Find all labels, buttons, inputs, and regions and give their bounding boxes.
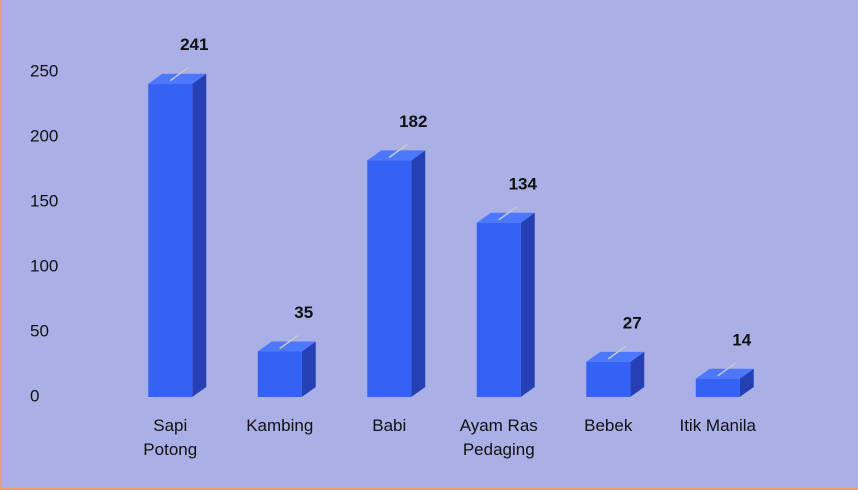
- bar-side: [301, 341, 316, 397]
- x-tick-label: Babi: [372, 416, 407, 435]
- bar-top: [586, 351, 645, 362]
- bar: [148, 73, 207, 397]
- bar-top: [367, 150, 426, 161]
- x-tick-label: Kambing: [246, 416, 314, 435]
- leader-line: [279, 334, 299, 350]
- x-tick-label: Sapi Potong: [143, 416, 198, 459]
- bar: [695, 368, 754, 397]
- bar-top: [476, 212, 535, 223]
- y-tick-label: 250: [30, 61, 58, 80]
- y-tick-label: 100: [30, 256, 58, 275]
- bar-side: [520, 212, 535, 397]
- bar-front: [586, 361, 631, 397]
- bar: [476, 212, 535, 397]
- leader-line: [388, 143, 408, 159]
- y-tick-label: 200: [30, 126, 58, 145]
- bar-front: [148, 83, 193, 397]
- bar-side: [192, 73, 207, 397]
- bar: [586, 351, 645, 397]
- bar-top: [148, 73, 207, 84]
- bar-front: [695, 378, 740, 397]
- bar-top: [695, 368, 754, 379]
- bar-side: [739, 368, 754, 397]
- x-tick-label: Ayam Ras Pedaging: [459, 416, 538, 459]
- leader-line: [498, 206, 518, 221]
- leader-line: [607, 345, 627, 360]
- bar-front: [476, 222, 521, 397]
- leader-line: [169, 67, 189, 82]
- data-label: 134: [509, 174, 538, 193]
- bar: [367, 150, 426, 397]
- data-label: 27: [623, 313, 642, 332]
- bar-front: [367, 160, 412, 397]
- bar-side: [411, 150, 426, 397]
- data-label: 35: [294, 303, 313, 322]
- x-tick-label: Itik Manila: [679, 416, 757, 435]
- data-label: 182: [399, 112, 427, 131]
- y-tick-label: 0: [30, 386, 39, 405]
- data-label: 14: [732, 330, 751, 349]
- data-label: 241: [180, 35, 208, 54]
- bar: [257, 341, 316, 397]
- y-tick-label: 150: [30, 191, 58, 210]
- bar-front: [257, 351, 302, 397]
- bar-side: [630, 351, 645, 397]
- y-tick-label: 50: [30, 321, 49, 340]
- x-tick-label: Bebek: [584, 416, 633, 435]
- bar-top: [257, 341, 316, 352]
- leader-line: [717, 362, 737, 377]
